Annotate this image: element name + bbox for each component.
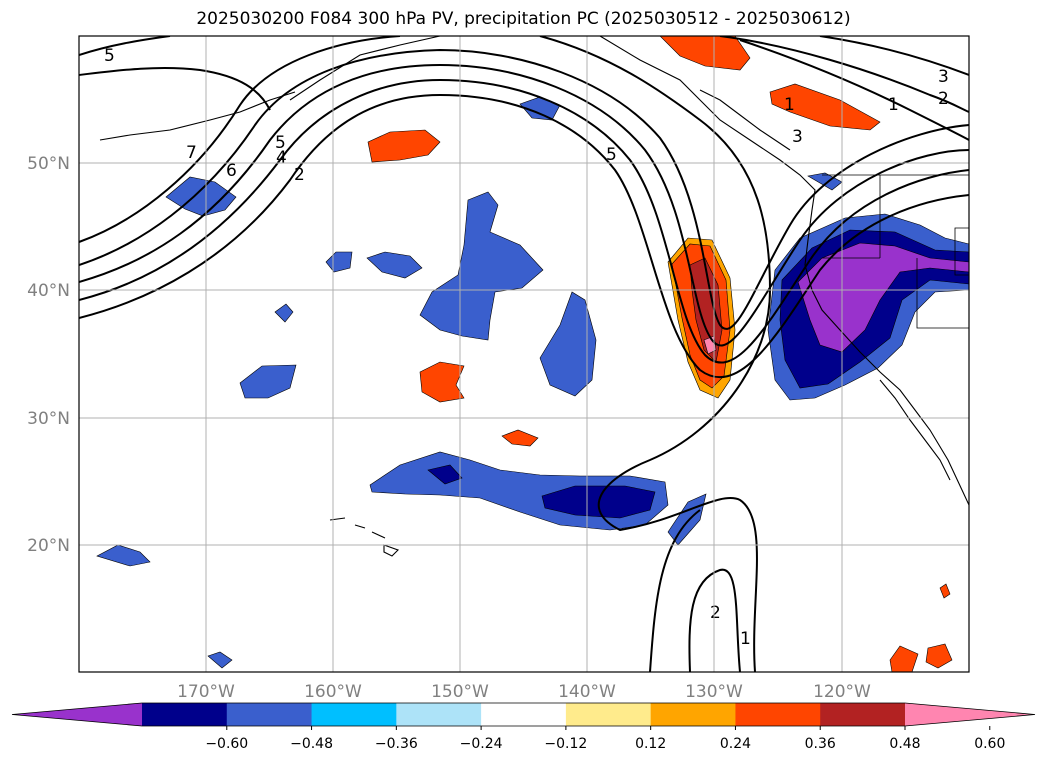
lat-label-50n: 50°N [27, 154, 70, 174]
colorbar-tick-label: 0.60 [974, 736, 1005, 752]
pv-label: 3 [792, 127, 803, 147]
pv-contour-10 [719, 36, 969, 113]
pv-contour-3 [79, 63, 969, 347]
map-title: 2025030200 F084 300 hPa PV, precipitatio… [196, 9, 851, 29]
lat-label-30n: 30°N [27, 409, 70, 429]
precip-blob-tiny [207, 651, 233, 669]
precip-negative-shading [96, 96, 969, 669]
pv-contour-11 [819, 36, 969, 76]
map-frame [78, 35, 970, 673]
lon-label-140w: 140°W [558, 682, 616, 702]
precip-pos-bc-coast [769, 83, 881, 131]
pv-label: 1 [740, 629, 751, 649]
precip-blob-central [419, 191, 544, 341]
precip-west-us-core [797, 242, 969, 353]
colorbar-swatch [226, 703, 313, 726]
colorbar-extend-high [905, 703, 1035, 726]
pv-contour-labels: 5 7 6 5 4 2 5 1 3 2 1 3 2 1 [104, 46, 949, 649]
precip-blob-southwest [239, 364, 297, 399]
precip-blob-aleutian [519, 96, 561, 121]
latitude-labels: 50°N 40°N 30°N 20°N [27, 154, 70, 556]
pv-contours [79, 36, 969, 672]
lon-label-170w: 170°W [177, 682, 235, 702]
state-border-c [954, 227, 969, 276]
precip-pos-mexico-a [889, 645, 919, 672]
pv-label: 7 [186, 143, 197, 163]
pv-contour-8 [649, 509, 701, 672]
colorbar-swatch [142, 703, 228, 726]
colorbar-swatch [311, 703, 397, 726]
lon-label-120w: 120°W [813, 682, 871, 702]
pv-contour-9 [739, 39, 969, 141]
pv-contour-13 [79, 36, 171, 56]
pv-label: 1 [888, 95, 899, 115]
colorbar-outline [11, 702, 1036, 727]
precip-pos-tiny [501, 429, 539, 447]
colorbar-tick-label: −0.12 [544, 736, 587, 752]
alaska-islands [699, 89, 791, 151]
colorbar-tick-label: −0.48 [290, 736, 333, 752]
colorbar-swatch [650, 703, 736, 726]
baja-coast [879, 379, 951, 481]
pv-contour-12 [79, 66, 271, 111]
alaska-coast [289, 36, 969, 506]
precip-blob-hawaii-west [96, 544, 151, 567]
lat-label-40n: 40°N [27, 281, 70, 301]
precip-blob-small-b [366, 251, 423, 279]
precip-blob-small-c [274, 303, 294, 323]
pv-label: 6 [226, 161, 237, 181]
pv-contour-1 [79, 93, 969, 378]
pv-contour-4 [79, 48, 969, 330]
pv-contour-6 [539, 36, 772, 672]
pv-label: 4 [276, 148, 287, 168]
coastlines [99, 36, 969, 557]
aleutian-chain [99, 91, 296, 141]
pv-label: 3 [938, 67, 949, 87]
lon-label-150w: 150°W [431, 682, 489, 702]
lon-label-130w: 130°W [685, 682, 743, 702]
colorbar-tick-label: 0.48 [889, 736, 920, 752]
pv-label: 5 [104, 46, 115, 66]
colorbar-extend-low [12, 703, 142, 726]
colorbar-swatch [735, 703, 821, 726]
precip-blob-south-central [539, 291, 597, 397]
pv-contour-2 [79, 78, 969, 364]
pv-label: 1 [784, 95, 795, 115]
colorbar-swatch [820, 703, 906, 726]
colorbar-tick-label: −0.24 [460, 736, 503, 752]
colorbar: −0.60 −0.48 −0.36 −0.24 −0.12 0.12 0.24 0.36 0.4… [11, 702, 1036, 752]
political-borders [822, 174, 969, 329]
colorbar-tick-label: 0.24 [720, 736, 751, 752]
hawaii-islands [329, 517, 400, 557]
colorbar-tick-label: 0.36 [805, 736, 836, 752]
colorbar-tick-label: 0.12 [635, 736, 666, 752]
longitude-labels: 170°W 160°W 150°W 140°W 130°W 120°W [177, 682, 871, 702]
pv-label: 2 [938, 89, 949, 109]
pv-label: 2 [294, 165, 305, 185]
gridlines [79, 36, 969, 672]
precip-band-core [427, 464, 463, 485]
colorbar-tick-label: −0.36 [375, 736, 418, 752]
lat-label-20n: 20°N [27, 536, 70, 556]
pv-contour-7 [688, 568, 741, 672]
colorbar-tick-label: −0.60 [205, 736, 248, 752]
pv-contour-5 [79, 36, 401, 243]
precip-pos-gulf-alaska [659, 36, 751, 71]
precip-pos-mexico-c [939, 583, 951, 599]
colorbar-swatch [481, 703, 567, 726]
state-border-b [916, 258, 969, 329]
pv-label: 5 [275, 133, 286, 153]
pv-label: 2 [710, 603, 721, 623]
lon-label-160w: 160°W [304, 682, 362, 702]
precip-pos-north-pacific [367, 129, 441, 163]
colorbar-swatch [565, 703, 652, 726]
precip-pos-mexico-b [925, 643, 953, 669]
colorbar-swatch [396, 703, 482, 726]
pv-label: 5 [606, 145, 617, 165]
